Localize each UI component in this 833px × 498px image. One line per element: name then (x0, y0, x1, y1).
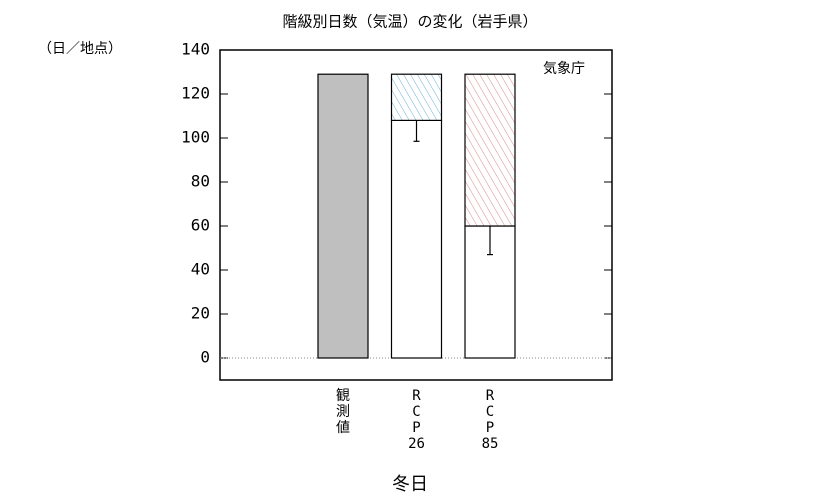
chart-title: 階級別日数（気温）の変化（岩手県） (282, 13, 537, 31)
y-tick-label: 60 (191, 216, 210, 235)
y-unit: （日／地点） (38, 41, 122, 57)
bar (317, 73, 369, 359)
y-tick-label: 100 (181, 128, 210, 147)
x-axis-label: 冬日 (392, 474, 428, 495)
x-tick-label: 観測値 (336, 387, 350, 436)
y-tick-label: 0 (200, 348, 210, 367)
annotation: 気象庁 (543, 61, 585, 77)
plot-frame (219, 49, 613, 381)
bar (464, 73, 516, 227)
y-tick-label: 140 (181, 40, 210, 59)
bar (390, 73, 443, 121)
x-tick-label: R C P 26 (408, 388, 425, 452)
x-tick-label: R C P 85 (482, 388, 499, 452)
y-tick-label: 120 (181, 84, 210, 103)
bar (390, 119, 443, 359)
y-tick-label: 40 (191, 260, 210, 279)
y-tick-label: 20 (191, 304, 210, 323)
y-tick-label: 80 (191, 172, 210, 191)
